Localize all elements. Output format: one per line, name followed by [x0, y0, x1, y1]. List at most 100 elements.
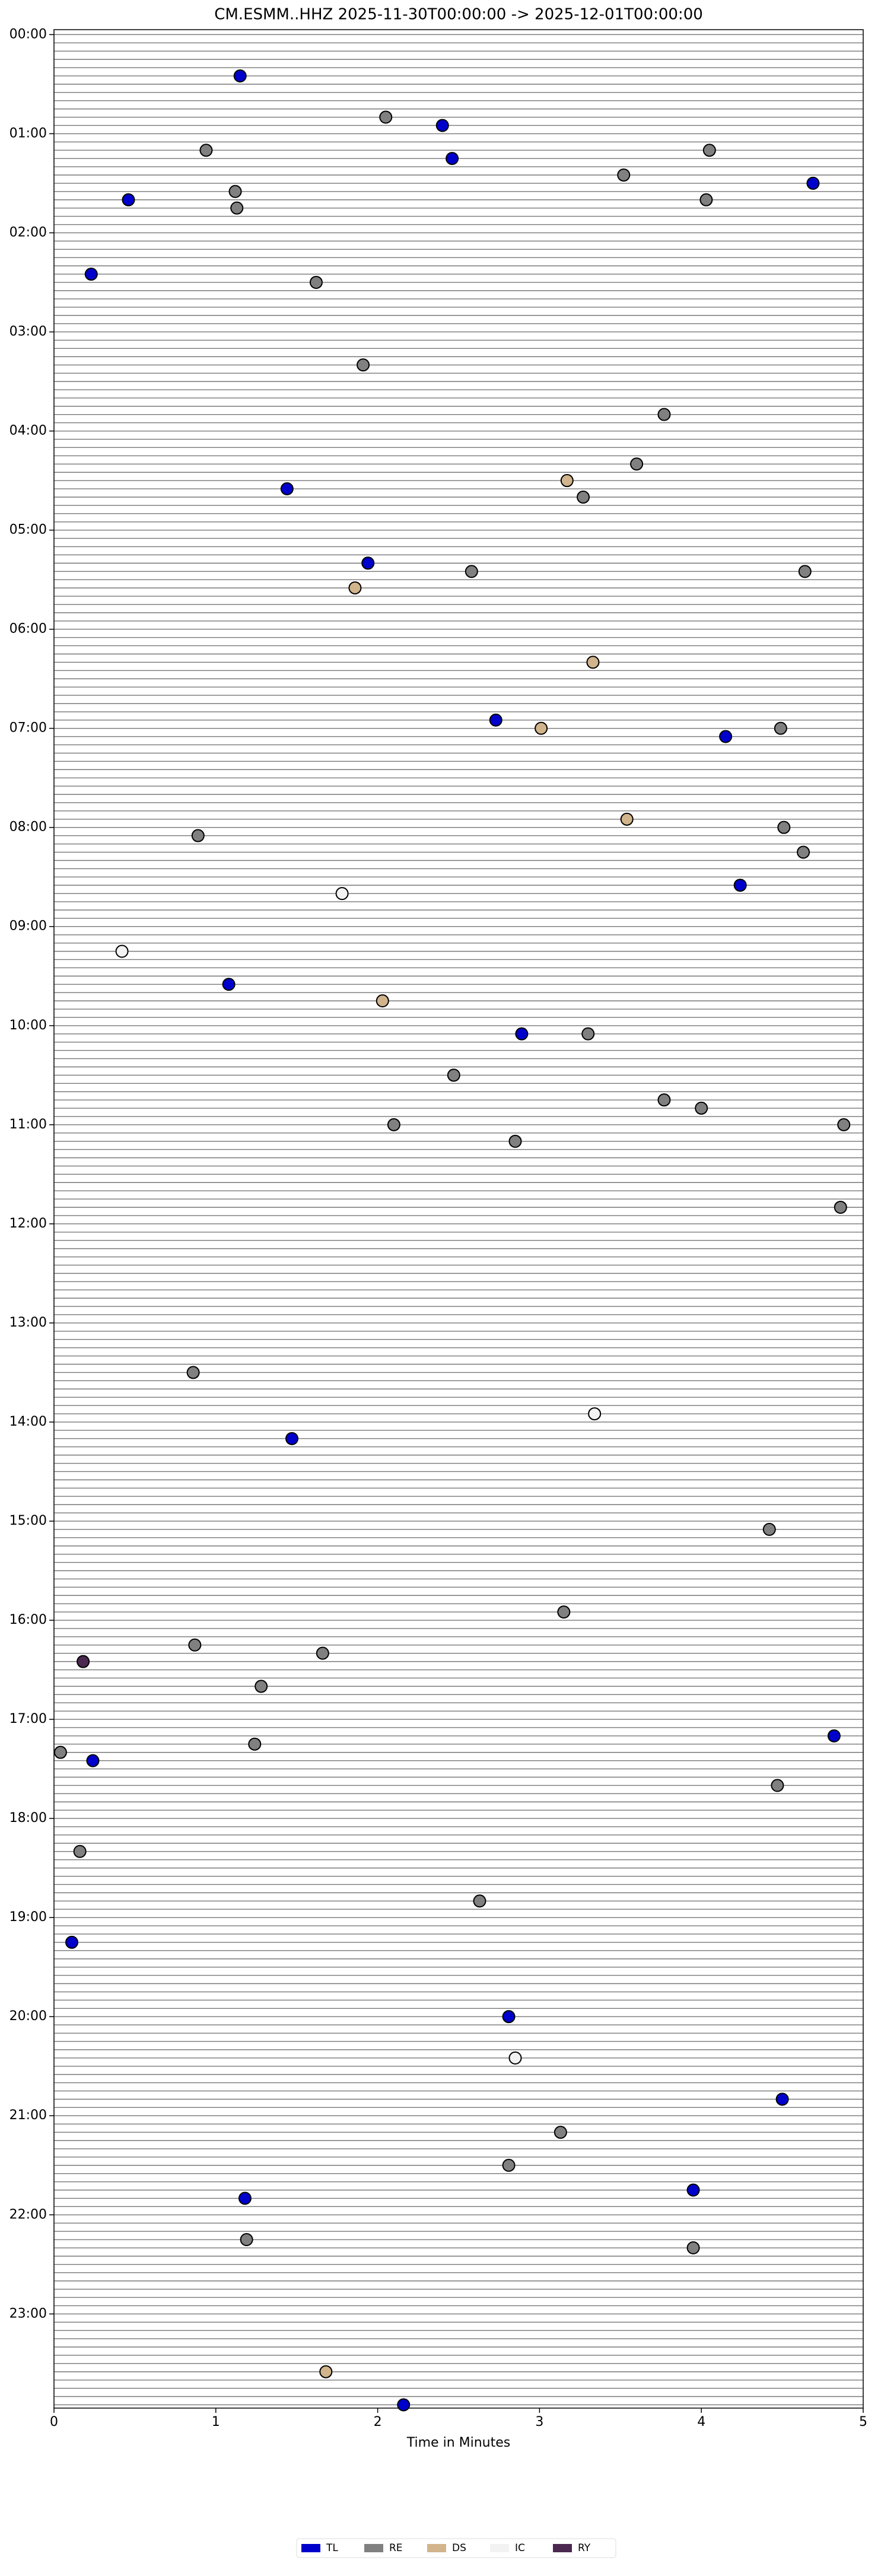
event-marker	[357, 358, 370, 372]
event-marker	[446, 152, 459, 166]
event-marker	[84, 268, 98, 281]
y-tick-label: 20:00	[9, 2009, 47, 2024]
event-marker	[435, 119, 449, 132]
event-marker	[238, 2192, 252, 2205]
x-tick-label: 3	[535, 2415, 543, 2429]
y-tick-label: 13:00	[9, 1315, 47, 1330]
y-tick-label: 15:00	[9, 1513, 47, 1528]
x-tick-label: 2	[374, 2415, 382, 2429]
event-marker	[319, 2365, 333, 2378]
y-tick-label: 18:00	[9, 1811, 47, 1826]
event-marker	[233, 69, 247, 83]
event-marker	[65, 1935, 79, 1949]
event-marker	[733, 879, 747, 892]
event-marker	[86, 1754, 100, 1767]
event-marker	[53, 1745, 67, 1759]
event-marker	[834, 1200, 847, 1214]
event-marker	[560, 474, 574, 488]
event-marker	[240, 2233, 253, 2247]
x-tick-label: 0	[50, 2415, 58, 2429]
event-marker	[586, 656, 600, 669]
x-tick-label: 5	[859, 2415, 867, 2429]
chart-title: CM.ESMM..HHZ 2025-11-30T00:00:00 -> 2025…	[214, 6, 703, 24]
legend-swatch	[301, 2544, 320, 2552]
event-marker	[447, 1068, 460, 1082]
event-marker	[699, 193, 713, 206]
event-marker	[379, 110, 393, 124]
event-marker	[630, 457, 644, 471]
legend-label: RY	[578, 2542, 591, 2554]
legend-swatch	[490, 2544, 509, 2552]
event-marker	[188, 1638, 202, 1652]
plot-frame	[53, 29, 864, 2409]
y-tick-label: 21:00	[9, 2108, 47, 2123]
y-tick-label: 06:00	[9, 622, 47, 637]
event-marker	[502, 2158, 516, 2172]
legend-swatch	[553, 2544, 572, 2552]
y-tick-label: 11:00	[9, 1117, 47, 1132]
event-marker	[837, 1118, 851, 1131]
event-marker	[771, 1779, 784, 1792]
y-tick-label: 23:00	[9, 2306, 47, 2321]
event-marker	[222, 978, 236, 991]
event-marker	[199, 144, 213, 157]
legend-box	[296, 2538, 616, 2558]
event-marker	[515, 1027, 529, 1041]
event-marker	[827, 1729, 841, 1742]
x-tick-label: 4	[697, 2415, 705, 2429]
event-marker	[657, 408, 671, 421]
event-marker	[309, 275, 323, 289]
event-marker	[230, 201, 244, 215]
event-marker	[77, 1655, 90, 1668]
y-tick-label: 09:00	[9, 919, 47, 934]
event-marker	[806, 176, 820, 190]
event-marker	[798, 565, 812, 578]
y-tick-label: 16:00	[9, 1613, 47, 1627]
event-marker	[376, 994, 389, 1008]
legend-label: IC	[515, 2542, 525, 2554]
event-marker	[465, 565, 478, 578]
event-marker	[387, 1118, 400, 1131]
event-marker	[774, 721, 787, 735]
event-marker	[489, 713, 502, 727]
event-marker	[397, 2398, 411, 2412]
event-marker	[695, 1101, 708, 1115]
event-marker	[122, 193, 135, 206]
event-marker	[73, 1844, 87, 1858]
event-marker	[762, 1522, 776, 1536]
y-tick-label: 19:00	[9, 1910, 47, 1925]
legend-label: TL	[326, 2542, 338, 2554]
event-marker	[657, 1093, 671, 1107]
legend-swatch	[364, 2544, 383, 2552]
legend-label: RE	[389, 2542, 403, 2554]
event-marker	[508, 2051, 522, 2065]
y-tick-label: 12:00	[9, 1216, 47, 1231]
event-marker	[361, 556, 375, 570]
event-marker	[316, 1646, 329, 1660]
event-marker	[285, 1432, 299, 1445]
event-marker	[775, 2092, 789, 2106]
event-marker	[348, 581, 362, 594]
event-marker	[617, 168, 631, 182]
event-marker	[115, 944, 129, 958]
y-tick-label: 04:00	[9, 424, 47, 438]
event-marker	[228, 185, 242, 198]
event-marker	[502, 2010, 516, 2024]
event-marker	[777, 820, 791, 834]
event-marker	[255, 1680, 268, 1693]
event-marker	[191, 829, 205, 842]
y-tick-label: 17:00	[9, 1712, 47, 1726]
event-marker	[473, 1894, 486, 1908]
event-marker	[686, 2241, 700, 2254]
event-marker	[702, 144, 716, 157]
x-tick-label: 1	[212, 2415, 220, 2429]
event-marker	[335, 887, 349, 901]
y-tick-label: 01:00	[9, 126, 47, 141]
y-tick-label: 00:00	[9, 27, 47, 42]
legend-swatch	[427, 2544, 446, 2552]
y-tick-label: 07:00	[9, 721, 47, 736]
y-tick-label: 08:00	[9, 820, 47, 835]
x-axis-label: Time in Minutes	[406, 2435, 511, 2450]
event-marker	[588, 1407, 602, 1421]
